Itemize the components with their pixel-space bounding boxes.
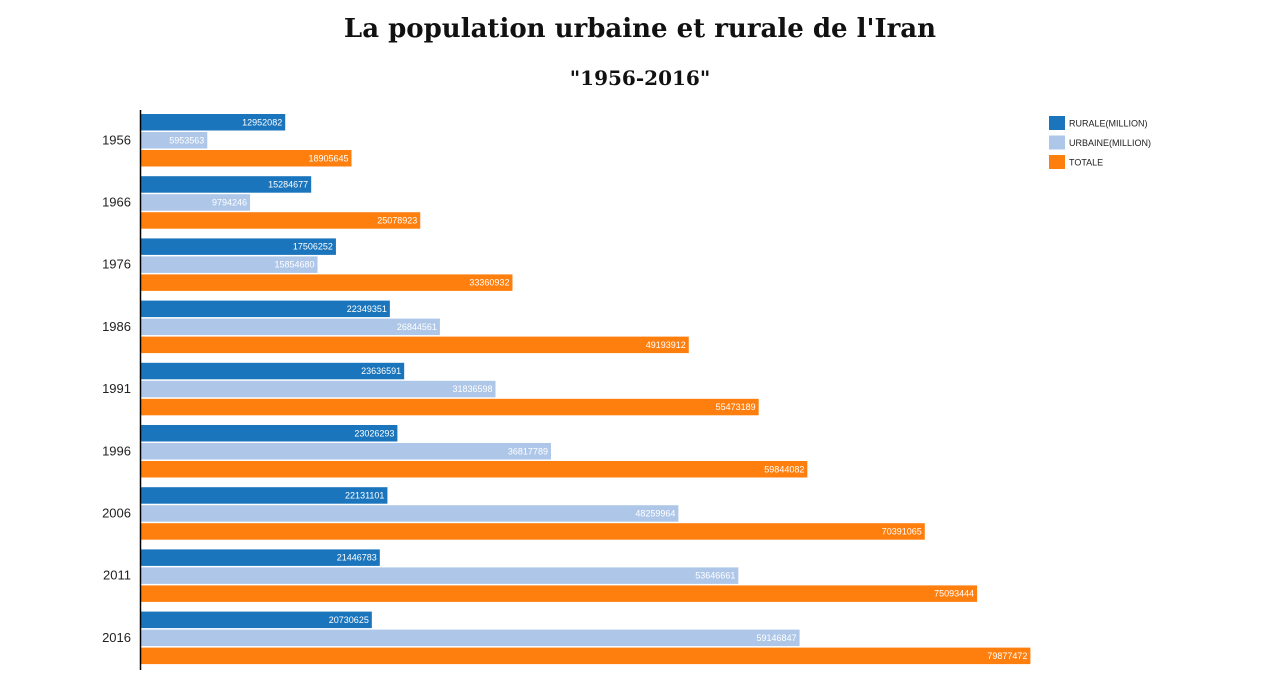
y-tick-label: 1976 (102, 257, 131, 272)
bar-totale-2016 (141, 647, 1031, 665)
chart-title: La population urbaine et rurale de l'Ira… (343, 14, 937, 44)
y-axis: 1956 1966 1976 1986 1991 1996 2006 2011 2016 (102, 110, 142, 670)
legend-swatch (1049, 155, 1065, 169)
data-label: 15284677 (268, 179, 308, 189)
bar-urbaine-million--1976 (141, 256, 318, 273)
data-label: 23636591 (361, 366, 401, 376)
bars-layer: 12952082 5953563 18905645 15284677 9794246 25… (141, 114, 1031, 665)
data-label: 15854680 (274, 260, 314, 270)
legend-label: RURALE(MILLION) (1069, 119, 1148, 129)
legend-label: URBAINE(MILLION) (1069, 138, 1151, 148)
bar-totale-2011 (141, 585, 978, 602)
y-tick-label: 1986 (102, 319, 131, 334)
bar-totale-2006 (141, 523, 925, 540)
bar-urbaine-million--2016 (141, 629, 800, 647)
chart-subtitle: "1956-2016" (569, 66, 711, 90)
data-label: 26844561 (397, 322, 437, 332)
data-label: 33360932 (469, 278, 509, 288)
data-label: 31836598 (452, 384, 492, 394)
data-label: 75093444 (934, 589, 974, 599)
bar-rurale-million--1986 (141, 300, 390, 318)
y-tick-label: 2006 (102, 505, 131, 520)
y-tick-label: 2016 (102, 630, 131, 645)
bar-totale-1986 (141, 336, 689, 354)
legend: RURALE(MILLION) URBAINE(MILLION) TOTALE (1049, 116, 1151, 169)
data-label: 70391065 (882, 526, 922, 536)
data-label: 22131101 (345, 490, 384, 500)
bar-urbaine-million--2006 (141, 505, 679, 522)
data-label: 53646661 (695, 571, 735, 581)
y-tick-label: 2011 (103, 568, 131, 583)
data-label: 5953563 (169, 135, 204, 145)
bar-urbaine-million--1956 (141, 132, 208, 149)
bar-urbaine-million--1991 (141, 380, 496, 398)
data-label: 59844082 (764, 464, 804, 474)
legend-label: TOTALE (1069, 158, 1103, 168)
data-label: 48259964 (635, 508, 675, 518)
bar-rurale-million--1991 (141, 362, 405, 380)
data-label: 20730625 (329, 615, 369, 625)
data-label: 79877472 (987, 651, 1027, 661)
data-label: 59146847 (757, 633, 797, 643)
bar-urbaine-million--1996 (141, 443, 551, 460)
legend-swatch (1049, 135, 1065, 150)
bar-rurale-million--1966 (141, 176, 312, 193)
data-label: 36817789 (508, 446, 548, 456)
data-label: 12952082 (242, 117, 282, 127)
bar-rurale-million--2016 (141, 611, 372, 629)
bar-totale-1991 (141, 398, 759, 416)
bar-urbaine-million--1986 (141, 318, 440, 336)
data-label: 49193912 (646, 340, 686, 350)
bar-urbaine-million--2011 (141, 567, 739, 584)
data-label: 55473189 (716, 402, 756, 412)
y-tick-label: 1966 (102, 194, 131, 209)
data-label: 17506252 (293, 242, 333, 252)
data-label: 25078923 (377, 215, 417, 225)
bar-rurale-million--2006 (141, 487, 388, 504)
data-label: 21446783 (337, 553, 377, 563)
bar-rurale-million--1976 (141, 238, 336, 255)
bar-totale-1966 (141, 212, 421, 229)
y-tick-label: 1996 (102, 443, 131, 458)
data-label: 18905645 (308, 153, 348, 163)
bar-totale-1996 (141, 461, 808, 478)
y-tick-label: 1956 (102, 132, 131, 147)
data-label: 22349351 (347, 304, 387, 314)
bar-rurale-million--1956 (141, 114, 286, 131)
bar-rurale-million--1996 (141, 425, 398, 442)
y-tick-label: 1991 (102, 381, 131, 396)
bar-urbaine-million--1966 (141, 194, 251, 211)
data-label: 23026293 (354, 428, 394, 438)
legend-swatch (1049, 116, 1065, 130)
bar-rurale-million--2011 (141, 549, 380, 566)
data-label: 9794246 (212, 197, 247, 207)
bar-totale-1976 (141, 274, 513, 291)
bar-totale-1956 (141, 150, 352, 167)
